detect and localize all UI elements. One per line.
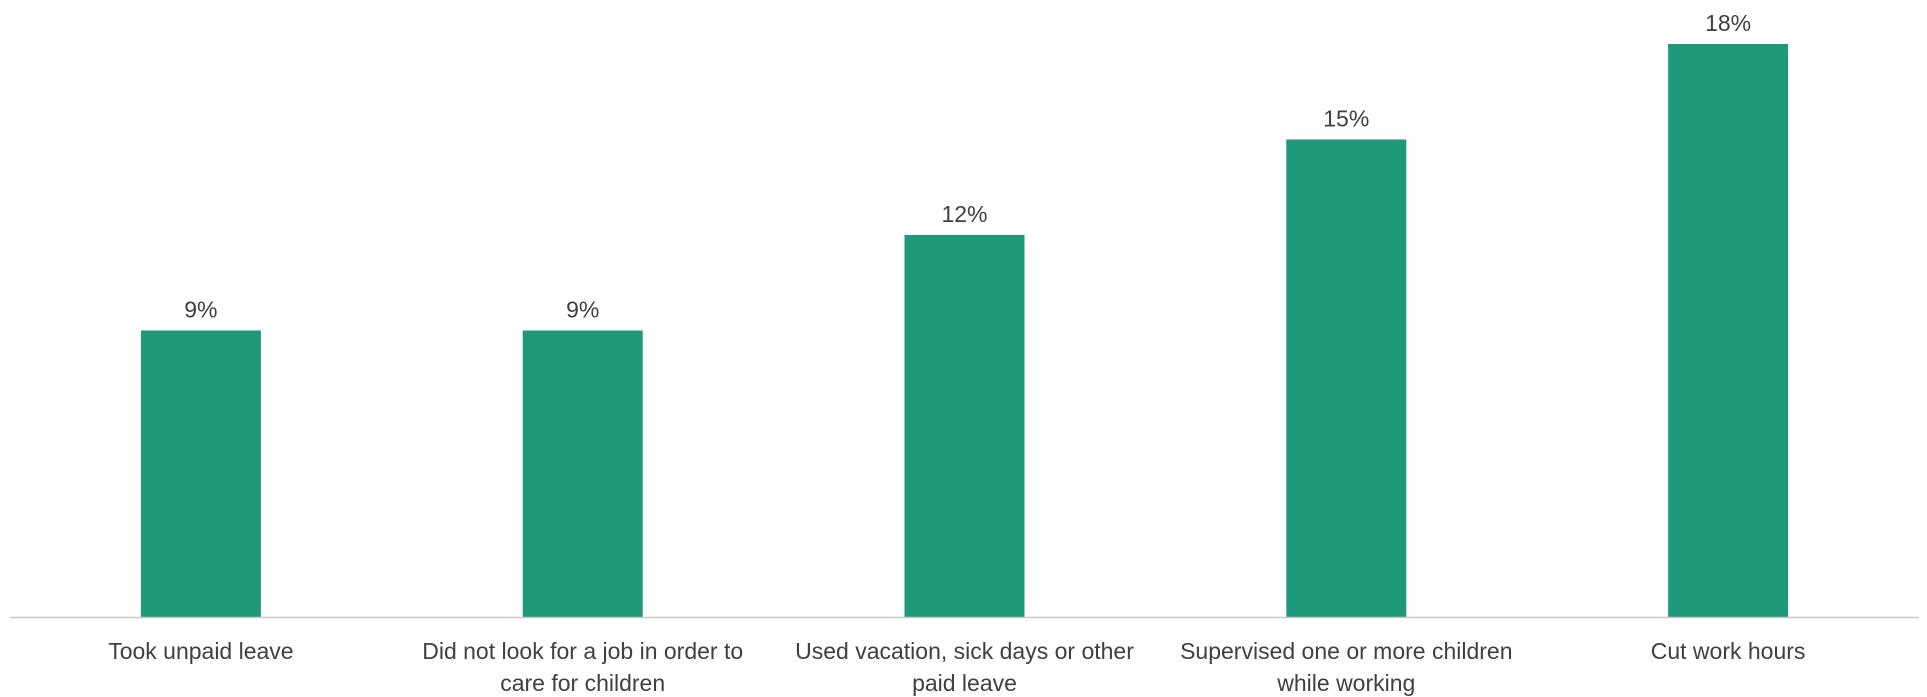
category-label-line: Supervised one or more children	[1180, 638, 1512, 664]
bar-3	[904, 235, 1025, 617]
value-label-5: 18%	[1705, 10, 1751, 36]
category-label-line: Cut work hours	[1651, 638, 1806, 664]
category-label-3: Used vacation, sick days or other paid le…	[795, 638, 1134, 696]
category-labels-layer: Took unpaid leave Did not look for a job …	[108, 638, 1805, 696]
value-label-1: 9%	[184, 297, 217, 323]
category-label-line: paid leave	[912, 670, 1017, 696]
category-label-line: Did not look for a job in order to	[422, 638, 743, 664]
category-label-line: while working	[1276, 670, 1415, 696]
category-label-4: Supervised one or more children while wor…	[1180, 638, 1512, 696]
bar-1	[140, 330, 261, 617]
bar-4	[1286, 139, 1407, 617]
bar-2	[522, 330, 643, 617]
category-label-line: care for children	[500, 670, 665, 696]
category-label-1: Took unpaid leave	[108, 638, 293, 664]
bars-layer	[140, 44, 1789, 617]
value-label-2: 9%	[566, 297, 599, 323]
value-label-3: 12%	[941, 201, 987, 227]
value-labels-layer: 9% 9% 12% 15% 18%	[184, 10, 1751, 323]
bar-5	[1668, 44, 1789, 617]
value-label-4: 15%	[1323, 106, 1369, 132]
category-label-2: Did not look for a job in order to care f…	[422, 638, 743, 696]
category-label-line: Took unpaid leave	[108, 638, 293, 664]
category-label-5: Cut work hours	[1651, 638, 1806, 664]
category-label-line: Used vacation, sick days or other	[795, 638, 1134, 664]
